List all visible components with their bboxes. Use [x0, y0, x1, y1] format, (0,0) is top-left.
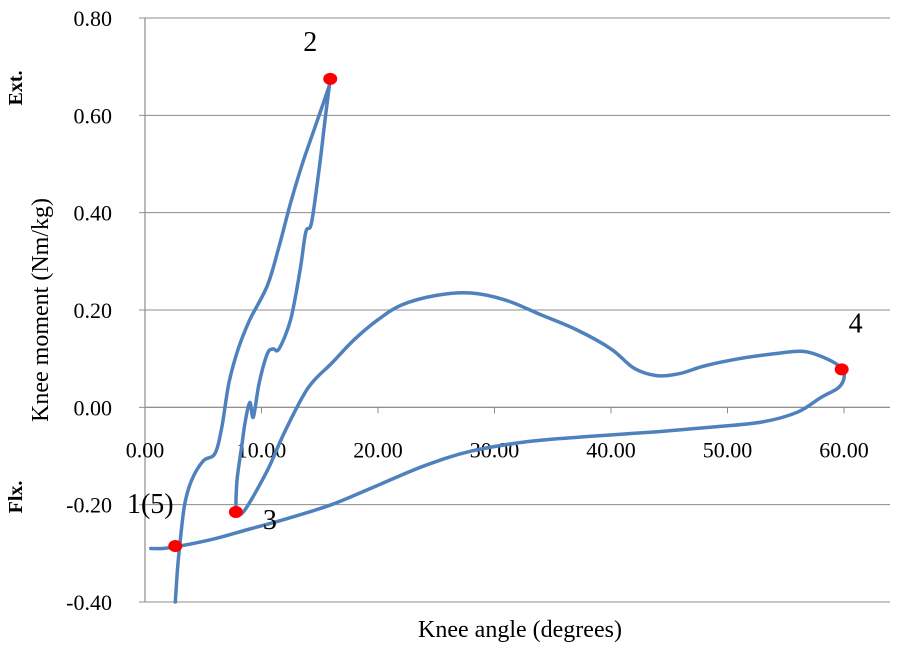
y-tick-label-4: 0.00 [74, 395, 113, 420]
x-tick-label-2: 20.00 [353, 437, 403, 462]
marker-label-group: 1(5) 2 3 4 [127, 27, 863, 536]
y-tick-label-1: 0.60 [74, 103, 113, 128]
x-tick-label-6: 60.00 [819, 437, 869, 462]
marker-group [168, 72, 849, 553]
y-tick-label-6: -0.40 [66, 590, 112, 615]
x-axis-label: Knee angle (degrees) [418, 617, 622, 643]
y-tick-label-3: 0.20 [74, 298, 113, 323]
x-tick-label-5: 50.00 [703, 437, 753, 462]
marker-label-1: 2 [303, 27, 317, 58]
marker-point-1 [323, 72, 338, 85]
y-tick-label-5: -0.20 [66, 493, 112, 518]
axes [139, 17, 890, 603]
x-tick-labels: 0.00 10.00 20.00 30.00 40.00 50.00 60.00 [126, 437, 869, 462]
marker-label-0: 1(5) [127, 489, 174, 520]
y-axis-label: Knee moment (Nm/kg) [28, 198, 54, 422]
y-axis-label-flx: Flx. [5, 481, 27, 514]
series-line-0 [149, 75, 847, 604]
y-tick-label-0: 0.80 [74, 6, 113, 31]
marker-point-2 [228, 505, 243, 518]
x-tick-label-0: 0.00 [126, 437, 165, 462]
y-axis-label-ext: Ext. [5, 71, 27, 106]
marker-point-0 [168, 540, 183, 553]
marker-point-3 [834, 363, 849, 376]
x-tick-label-4: 40.00 [586, 437, 636, 462]
marker-label-3: 4 [849, 308, 863, 339]
y-tick-label-2: 0.40 [74, 201, 113, 226]
marker-label-2: 3 [263, 505, 277, 536]
series-group [149, 75, 847, 604]
y-tick-labels: 0.80 0.60 0.40 0.20 0.00 -0.20 -0.40 [66, 6, 112, 615]
